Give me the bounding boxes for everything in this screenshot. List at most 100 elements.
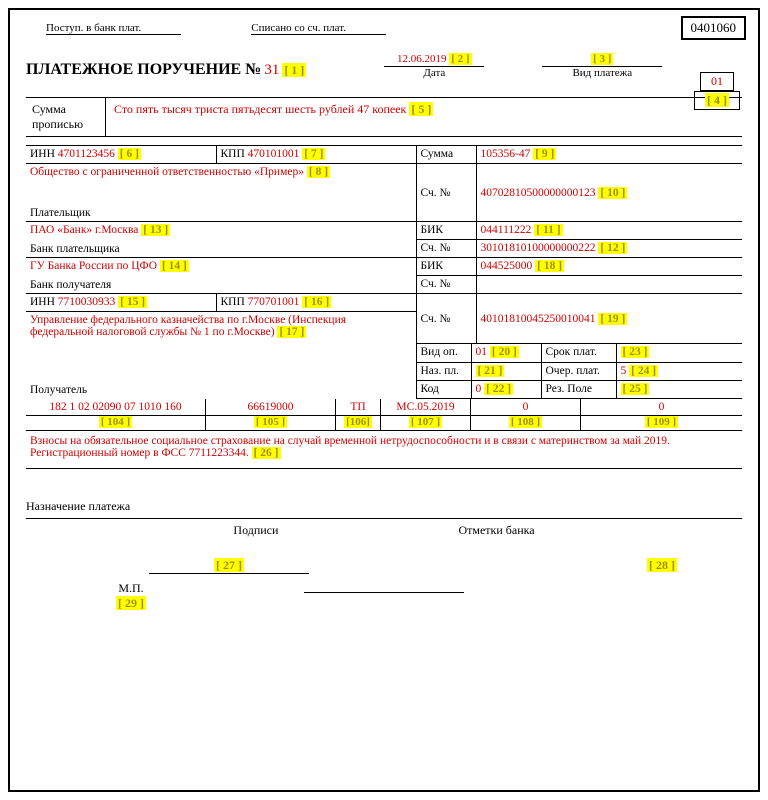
srok-label: Срок плат.	[541, 344, 616, 362]
sum-words-row: Сумма прописью Сто пять тысяч триста пят…	[26, 97, 742, 137]
mark-9: [ 9 ]	[533, 148, 556, 160]
mark-15: [ 15 ]	[118, 296, 147, 308]
mark-21: [ 21 ]	[476, 365, 505, 377]
recipient-acct-label: Сч. №	[416, 294, 476, 344]
purpose-text: Взносы на обязательное социальное страхо…	[26, 431, 742, 469]
recipient-bank-label: Банк получателя	[26, 276, 416, 294]
payer-acct-label: Сч. №	[416, 164, 476, 222]
mark-16: [ 16 ]	[302, 296, 331, 308]
recipient-bank-acct-label: Сч. №	[416, 276, 476, 294]
mark-7: [ 7 ]	[302, 148, 325, 160]
mark-5: [ 5 ]	[409, 102, 433, 116]
recipient-label: Получатель	[26, 344, 416, 398]
tax-docnum: 0	[523, 401, 529, 413]
mark-26: [ 26 ]	[252, 447, 281, 459]
bank-marks-label: Отметки банка	[458, 523, 534, 538]
tax-row: 182 1 02 02090 07 1010 160 66619000 ТП М…	[26, 399, 742, 416]
sum-words-value: Сто пять тысяч триста пятьдесят шесть ру…	[114, 102, 406, 116]
vid-op-label: Вид оп.	[416, 344, 471, 362]
mark-14: [ 14 ]	[160, 260, 189, 272]
recipient-kpp: 770701001	[248, 296, 300, 308]
document-date: 12.06.2019	[397, 53, 447, 65]
mark-104: [ 104 ]	[99, 416, 132, 428]
mark-28: [ 28 ]	[647, 558, 677, 572]
tax-osn: ТП	[350, 401, 365, 413]
payer-bank-label: Банк плательщика	[26, 240, 416, 258]
mp-label: М.П.	[116, 581, 146, 596]
priority-box: 01 [ 4 ]	[694, 72, 740, 110]
received-date-label: Поступ. в банк плат.	[46, 22, 181, 35]
mark-20: [ 20 ]	[490, 346, 519, 358]
recipient-bik-label: БИК	[416, 258, 476, 276]
mark-17: [ 17 ]	[277, 326, 306, 338]
vid-op: 01	[476, 346, 488, 358]
payer-bank-acct: 30101810100000000222	[481, 242, 596, 254]
mark-3: [ 3 ]	[591, 53, 613, 65]
mark-25: [ 25 ]	[621, 383, 650, 395]
ocher-label: Очер. плат.	[541, 362, 616, 380]
mark-11: [ 11 ]	[534, 224, 562, 236]
payer-acct: 40702810500000000123	[481, 187, 596, 199]
mark-12: [ 12 ]	[598, 242, 627, 254]
mark-10: [ 10 ]	[598, 187, 627, 199]
recipient-bank: ГУ Банка России по ЦФО	[30, 260, 157, 272]
recipient-acct: 40101810045250010041	[481, 313, 596, 325]
tax-docdate: 0	[659, 401, 665, 413]
payer-bik: 044111222	[481, 224, 532, 236]
tax-oktmo: 66619000	[248, 401, 294, 413]
debited-date-label: Списано со сч. плат.	[251, 22, 386, 35]
mark-105: [ 105 ]	[254, 416, 287, 428]
mark-13: [ 13 ]	[141, 224, 170, 236]
kod-label: Код	[416, 380, 471, 398]
kod: 0	[476, 383, 482, 395]
mark-19: [ 19 ]	[598, 313, 627, 325]
rez-label: Рез. Поле	[541, 380, 616, 398]
payer-bank-acct-label: Сч. №	[416, 240, 476, 258]
mark-29: [ 29 ]	[116, 596, 146, 610]
form-code: 0401060	[681, 16, 747, 40]
mark-4: [ 4 ]	[705, 93, 729, 107]
pay-type-label: Вид платежа	[572, 67, 632, 79]
mark-109: [ 109 ]	[645, 416, 678, 428]
payer-inn: 4701123456	[58, 148, 115, 160]
document-title: ПЛАТЕЖНОЕ ПОРУЧЕНИЕ №	[26, 61, 261, 78]
payer-label: Плательщик	[26, 182, 416, 222]
mark-6: [ 6 ]	[118, 148, 141, 160]
tax-marks-row: [ 104 ] [ 105 ] [106] [ 107 ] [ 108 ] [ …	[26, 416, 742, 431]
tax-kbk: 182 1 02 02090 07 1010 160	[49, 401, 181, 413]
mark-24: [ 24 ]	[629, 365, 658, 377]
purpose-value: Взносы на обязательное социальное страхо…	[30, 435, 670, 459]
date-label: Дата	[423, 67, 445, 79]
mark-27: [ 27 ]	[214, 558, 244, 572]
kpp-label: КПП	[221, 148, 245, 160]
recipient-bik: 044525000	[481, 260, 533, 272]
inn-label: ИНН	[30, 148, 55, 160]
main-grid: ИНН 4701123456 [ 6 ] КПП 470101001 [ 7 ]…	[26, 145, 742, 344]
purpose-label: Назначение платежа	[26, 499, 742, 514]
payer-bik-label: БИК	[416, 222, 476, 240]
signatures-label: Подписи	[233, 523, 278, 538]
payer-kpp: 470101001	[248, 148, 300, 160]
mark-8: [ 8 ]	[307, 166, 330, 178]
naz-pl-label: Наз. пл.	[416, 362, 471, 380]
mark-107: [ 107 ]	[409, 416, 442, 428]
mark-108: [ 108 ]	[509, 416, 542, 428]
mark-18: [ 18 ]	[535, 260, 564, 272]
payer-bank: ПАО «Банк» г.Москва	[30, 224, 138, 236]
mark-2: [ 2 ]	[449, 53, 471, 65]
priority-value: 01	[711, 74, 723, 88]
ops-grid: Получатель Вид оп. 01 [ 20 ] Срок плат. …	[26, 344, 742, 399]
mark-106: [106]	[344, 416, 372, 428]
sum-label: Сумма	[416, 146, 476, 164]
recipient-kpp-label: КПП	[221, 296, 245, 308]
payer-name: Общество с ограниченной ответственностью…	[30, 166, 304, 178]
ocher: 5	[621, 365, 627, 377]
recipient-inn: 7710030933	[58, 296, 116, 308]
tax-period: МС.05.2019	[396, 401, 454, 413]
sum-value: 105356-47	[481, 148, 531, 160]
mark-23: [ 23 ]	[621, 346, 650, 358]
document-number: 31	[264, 62, 279, 78]
mark-1: [ 1 ]	[282, 63, 306, 77]
sum-words-label: Сумма прописью	[26, 98, 106, 136]
recipient-inn-label: ИНН	[30, 296, 55, 308]
